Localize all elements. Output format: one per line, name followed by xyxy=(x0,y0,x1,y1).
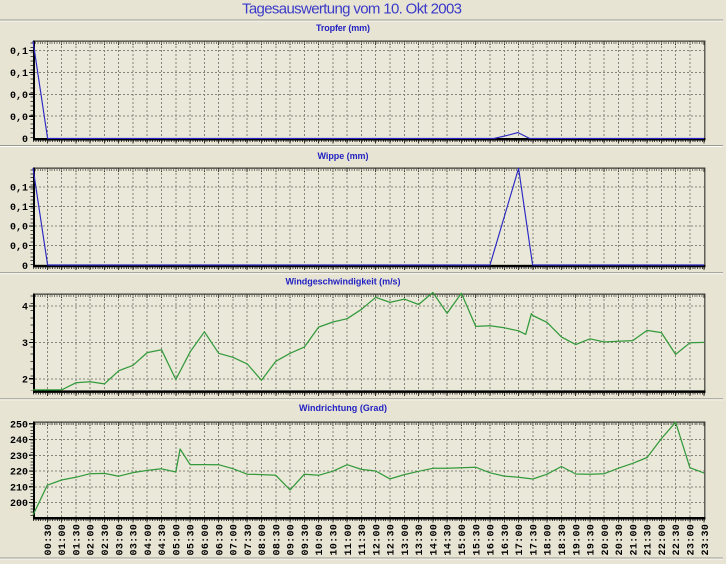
svg-text:230: 230 xyxy=(10,452,28,463)
svg-text:14:30: 14:30 xyxy=(444,524,455,556)
svg-text:0,0: 0,0 xyxy=(10,91,28,102)
svg-text:14:00: 14:00 xyxy=(430,524,441,556)
svg-text:17:30: 17:30 xyxy=(529,524,540,556)
svg-text:11:30: 11:30 xyxy=(358,524,369,556)
svg-text:13:30: 13:30 xyxy=(415,524,426,556)
svg-text:08:30: 08:30 xyxy=(272,524,283,556)
svg-text:15:30: 15:30 xyxy=(472,524,483,556)
svg-text:0,0: 0,0 xyxy=(10,242,28,253)
svg-text:0,1: 0,1 xyxy=(10,203,28,214)
svg-text:06:30: 06:30 xyxy=(215,524,226,556)
svg-text:0,0: 0,0 xyxy=(10,223,28,234)
svg-text:250: 250 xyxy=(10,420,28,431)
svg-text:17:00: 17:00 xyxy=(515,524,526,556)
svg-text:08:00: 08:00 xyxy=(258,524,269,556)
svg-text:21:30: 21:30 xyxy=(644,524,655,556)
svg-text:11:00: 11:00 xyxy=(344,524,355,556)
svg-text:20:30: 20:30 xyxy=(615,524,626,556)
svg-text:13:00: 13:00 xyxy=(401,524,412,556)
svg-text:23:30: 23:30 xyxy=(701,524,712,556)
svg-text:02:30: 02:30 xyxy=(101,524,112,556)
svg-text:07:30: 07:30 xyxy=(244,524,255,556)
svg-text:03:30: 03:30 xyxy=(130,524,141,556)
svg-text:09:00: 09:00 xyxy=(287,524,298,556)
svg-text:0,1: 0,1 xyxy=(10,184,28,195)
svg-text:03:00: 03:00 xyxy=(115,524,126,556)
svg-text:0,1: 0,1 xyxy=(10,47,28,58)
svg-text:Wippe (mm): Wippe (mm) xyxy=(318,151,369,161)
svg-text:00:30: 00:30 xyxy=(44,524,55,556)
svg-text:18:00: 18:00 xyxy=(544,524,555,556)
svg-text:19:00: 19:00 xyxy=(572,524,583,556)
svg-text:4: 4 xyxy=(22,303,28,314)
svg-text:0,0: 0,0 xyxy=(10,113,28,124)
svg-text:16:00: 16:00 xyxy=(487,524,498,556)
svg-text:22:30: 22:30 xyxy=(672,524,683,556)
svg-text:10:00: 10:00 xyxy=(315,524,326,556)
svg-text:3: 3 xyxy=(22,339,28,350)
svg-text:18:30: 18:30 xyxy=(558,524,569,556)
svg-text:210: 210 xyxy=(10,483,28,494)
svg-text:09:30: 09:30 xyxy=(301,524,312,556)
svg-text:19:30: 19:30 xyxy=(587,524,598,556)
svg-text:01:30: 01:30 xyxy=(72,524,83,556)
svg-text:04:00: 04:00 xyxy=(144,524,155,556)
svg-text:05:00: 05:00 xyxy=(172,524,183,556)
svg-text:220: 220 xyxy=(10,468,28,479)
svg-text:01:00: 01:00 xyxy=(58,524,69,556)
svg-text:02:00: 02:00 xyxy=(87,524,98,556)
svg-text:Tropfer (mm): Tropfer (mm) xyxy=(316,23,370,33)
svg-text:Tagesauswertung vom 10. Okt 20: Tagesauswertung vom 10. Okt 2003 xyxy=(242,0,462,17)
svg-text:0,1: 0,1 xyxy=(10,69,28,80)
svg-text:0: 0 xyxy=(22,135,28,146)
svg-text:22:00: 22:00 xyxy=(658,524,669,556)
svg-text:2: 2 xyxy=(22,375,28,386)
svg-text:12:00: 12:00 xyxy=(372,524,383,556)
svg-text:15:00: 15:00 xyxy=(458,524,469,556)
svg-text:16:30: 16:30 xyxy=(501,524,512,556)
svg-text:05:30: 05:30 xyxy=(187,524,198,556)
svg-text:23:00: 23:00 xyxy=(687,524,698,556)
svg-text:240: 240 xyxy=(10,436,28,447)
svg-text:21:00: 21:00 xyxy=(629,524,640,556)
svg-text:10:30: 10:30 xyxy=(330,524,341,556)
svg-text:06:00: 06:00 xyxy=(201,524,212,556)
svg-text:0: 0 xyxy=(22,262,28,273)
svg-text:Windrichtung (Grad): Windrichtung (Grad) xyxy=(299,403,387,413)
svg-text:20:00: 20:00 xyxy=(601,524,612,556)
svg-text:Windgeschwindigkeit (m/s): Windgeschwindigkeit (m/s) xyxy=(286,277,401,287)
svg-text:200: 200 xyxy=(10,499,28,510)
svg-text:07:00: 07:00 xyxy=(230,524,241,556)
svg-text:12:30: 12:30 xyxy=(387,524,398,556)
svg-text:04:30: 04:30 xyxy=(158,524,169,556)
